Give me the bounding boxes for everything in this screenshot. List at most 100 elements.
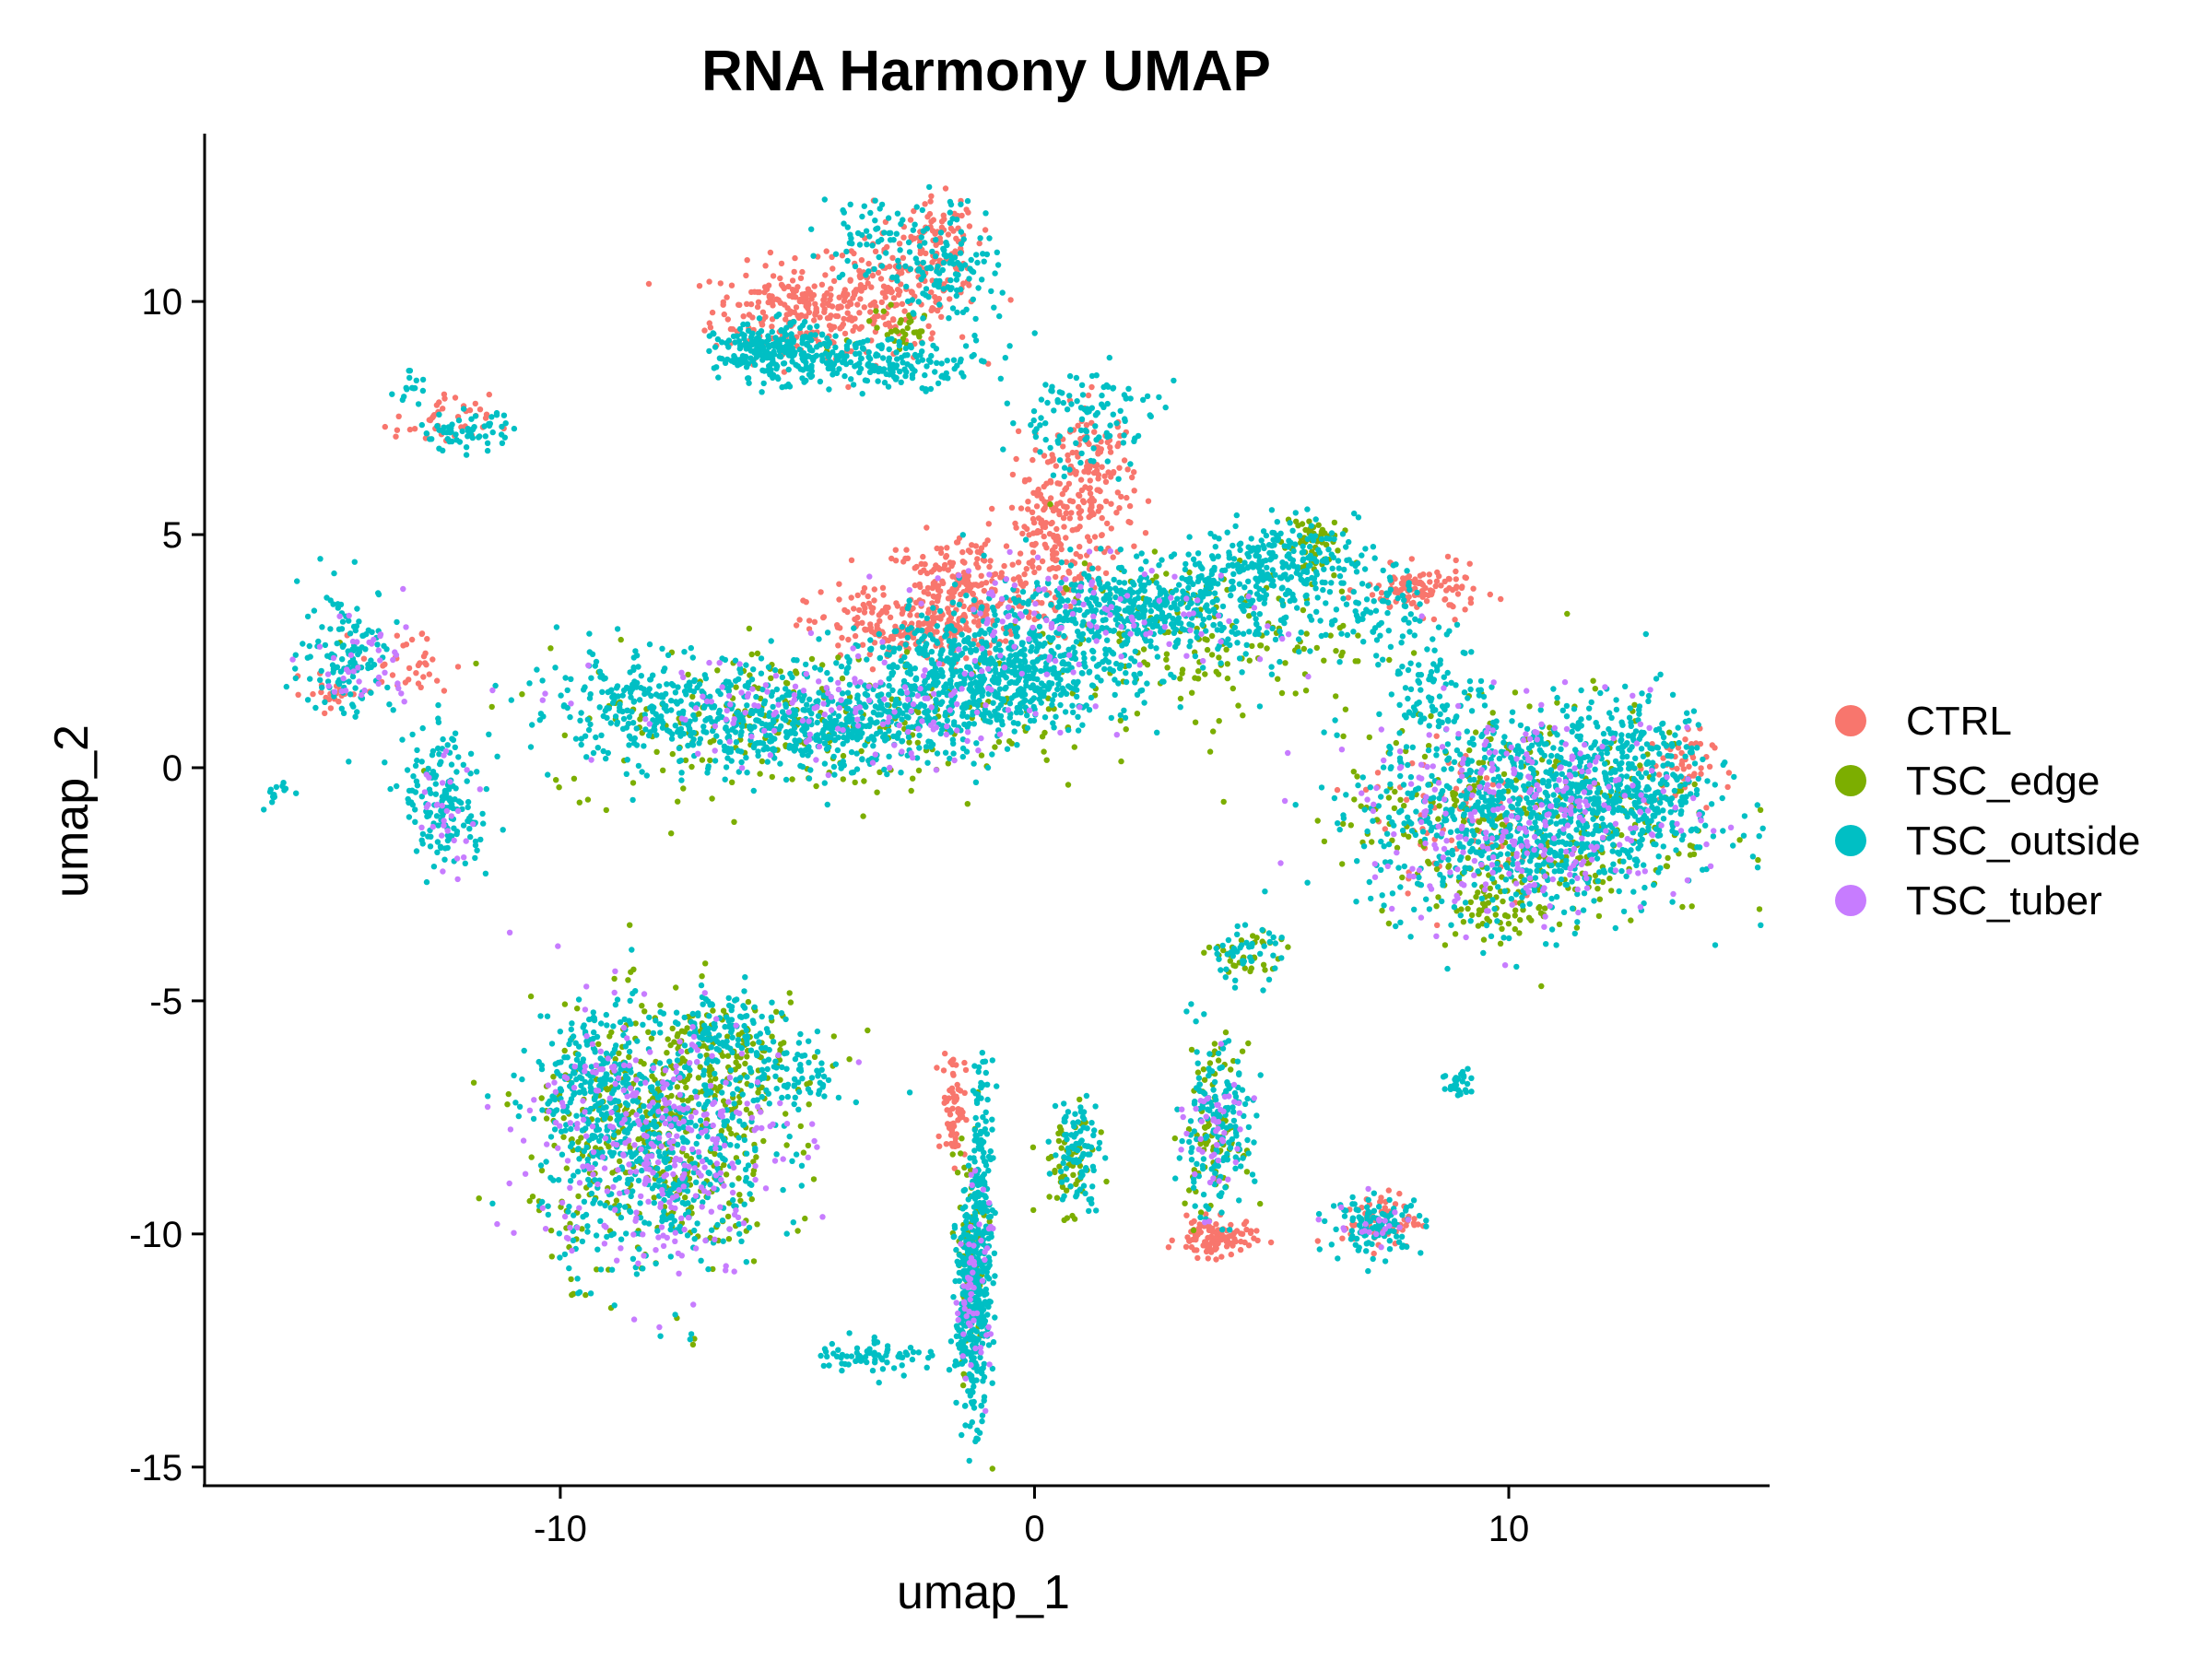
point: [1313, 644, 1321, 652]
point: [889, 254, 896, 261]
point: [947, 260, 953, 266]
point: [792, 730, 798, 737]
point: [742, 1060, 748, 1067]
point: [594, 745, 601, 751]
point: [637, 716, 643, 723]
point: [978, 752, 985, 759]
point: [984, 537, 991, 544]
point: [695, 1075, 702, 1081]
point: [875, 269, 882, 276]
point: [942, 554, 949, 560]
point: [869, 609, 876, 616]
point: [699, 973, 705, 980]
point: [895, 291, 902, 298]
point: [744, 1053, 750, 1060]
point: [849, 241, 855, 247]
point: [886, 753, 892, 759]
point: [794, 363, 801, 370]
point: [1081, 468, 1088, 475]
point: [793, 741, 799, 748]
point: [1247, 968, 1253, 975]
point: [682, 1194, 688, 1201]
point: [857, 282, 865, 288]
point: [1107, 422, 1113, 429]
points-layer: [261, 183, 1766, 1472]
point: [834, 312, 841, 320]
point: [1300, 606, 1307, 614]
point: [1046, 566, 1053, 572]
point: [758, 670, 765, 677]
point: [804, 340, 810, 347]
point: [1088, 372, 1096, 380]
point: [899, 300, 906, 307]
point: [1497, 940, 1504, 947]
point: [1430, 616, 1438, 623]
point: [920, 553, 926, 560]
point: [932, 253, 939, 260]
point: [545, 771, 551, 778]
point: [870, 743, 877, 749]
point: [837, 325, 843, 332]
point: [799, 291, 806, 298]
point: [808, 655, 816, 663]
point: [742, 683, 748, 689]
point: [866, 318, 873, 324]
point: [681, 649, 688, 655]
point: [538, 1095, 545, 1101]
point: [1435, 816, 1441, 822]
point: [724, 294, 730, 300]
point: [408, 636, 416, 643]
point: [900, 606, 906, 612]
point: [441, 391, 448, 397]
point: [1042, 382, 1049, 388]
point: [811, 1053, 818, 1061]
point: [582, 733, 589, 739]
point: [1257, 642, 1265, 649]
point: [656, 683, 663, 689]
point: [504, 1101, 511, 1108]
point: [932, 629, 938, 635]
point: [1025, 499, 1031, 505]
point: [906, 319, 912, 325]
point: [834, 622, 841, 629]
point: [1687, 852, 1694, 858]
point: [872, 248, 879, 254]
point: [903, 283, 910, 290]
point: [880, 592, 887, 598]
point: [1489, 710, 1496, 716]
point: [971, 760, 977, 767]
point: [1385, 794, 1393, 801]
point: [959, 334, 966, 340]
point: [975, 622, 982, 629]
point: [592, 663, 598, 669]
point: [1441, 942, 1449, 948]
point: [674, 1084, 681, 1090]
point: [563, 1165, 570, 1171]
point: [1454, 591, 1462, 597]
point: [413, 670, 419, 677]
point: [868, 629, 876, 635]
point: [672, 689, 679, 696]
point: [909, 374, 916, 382]
point: [1026, 614, 1032, 620]
point: [1114, 442, 1121, 450]
point: [958, 241, 965, 247]
point: [1239, 1048, 1246, 1054]
point: [1063, 559, 1070, 565]
point: [1049, 383, 1055, 390]
point: [865, 600, 873, 606]
point: [1468, 912, 1476, 919]
point: [866, 651, 873, 658]
point: [852, 324, 859, 330]
point: [1608, 888, 1615, 894]
point: [1206, 1060, 1214, 1066]
point: [848, 235, 854, 241]
point: [928, 289, 935, 296]
point: [769, 293, 775, 300]
point: [841, 315, 847, 323]
point: [927, 198, 934, 205]
point: [1096, 434, 1102, 441]
point: [539, 677, 546, 684]
point: [1031, 330, 1038, 336]
point: [858, 231, 865, 239]
